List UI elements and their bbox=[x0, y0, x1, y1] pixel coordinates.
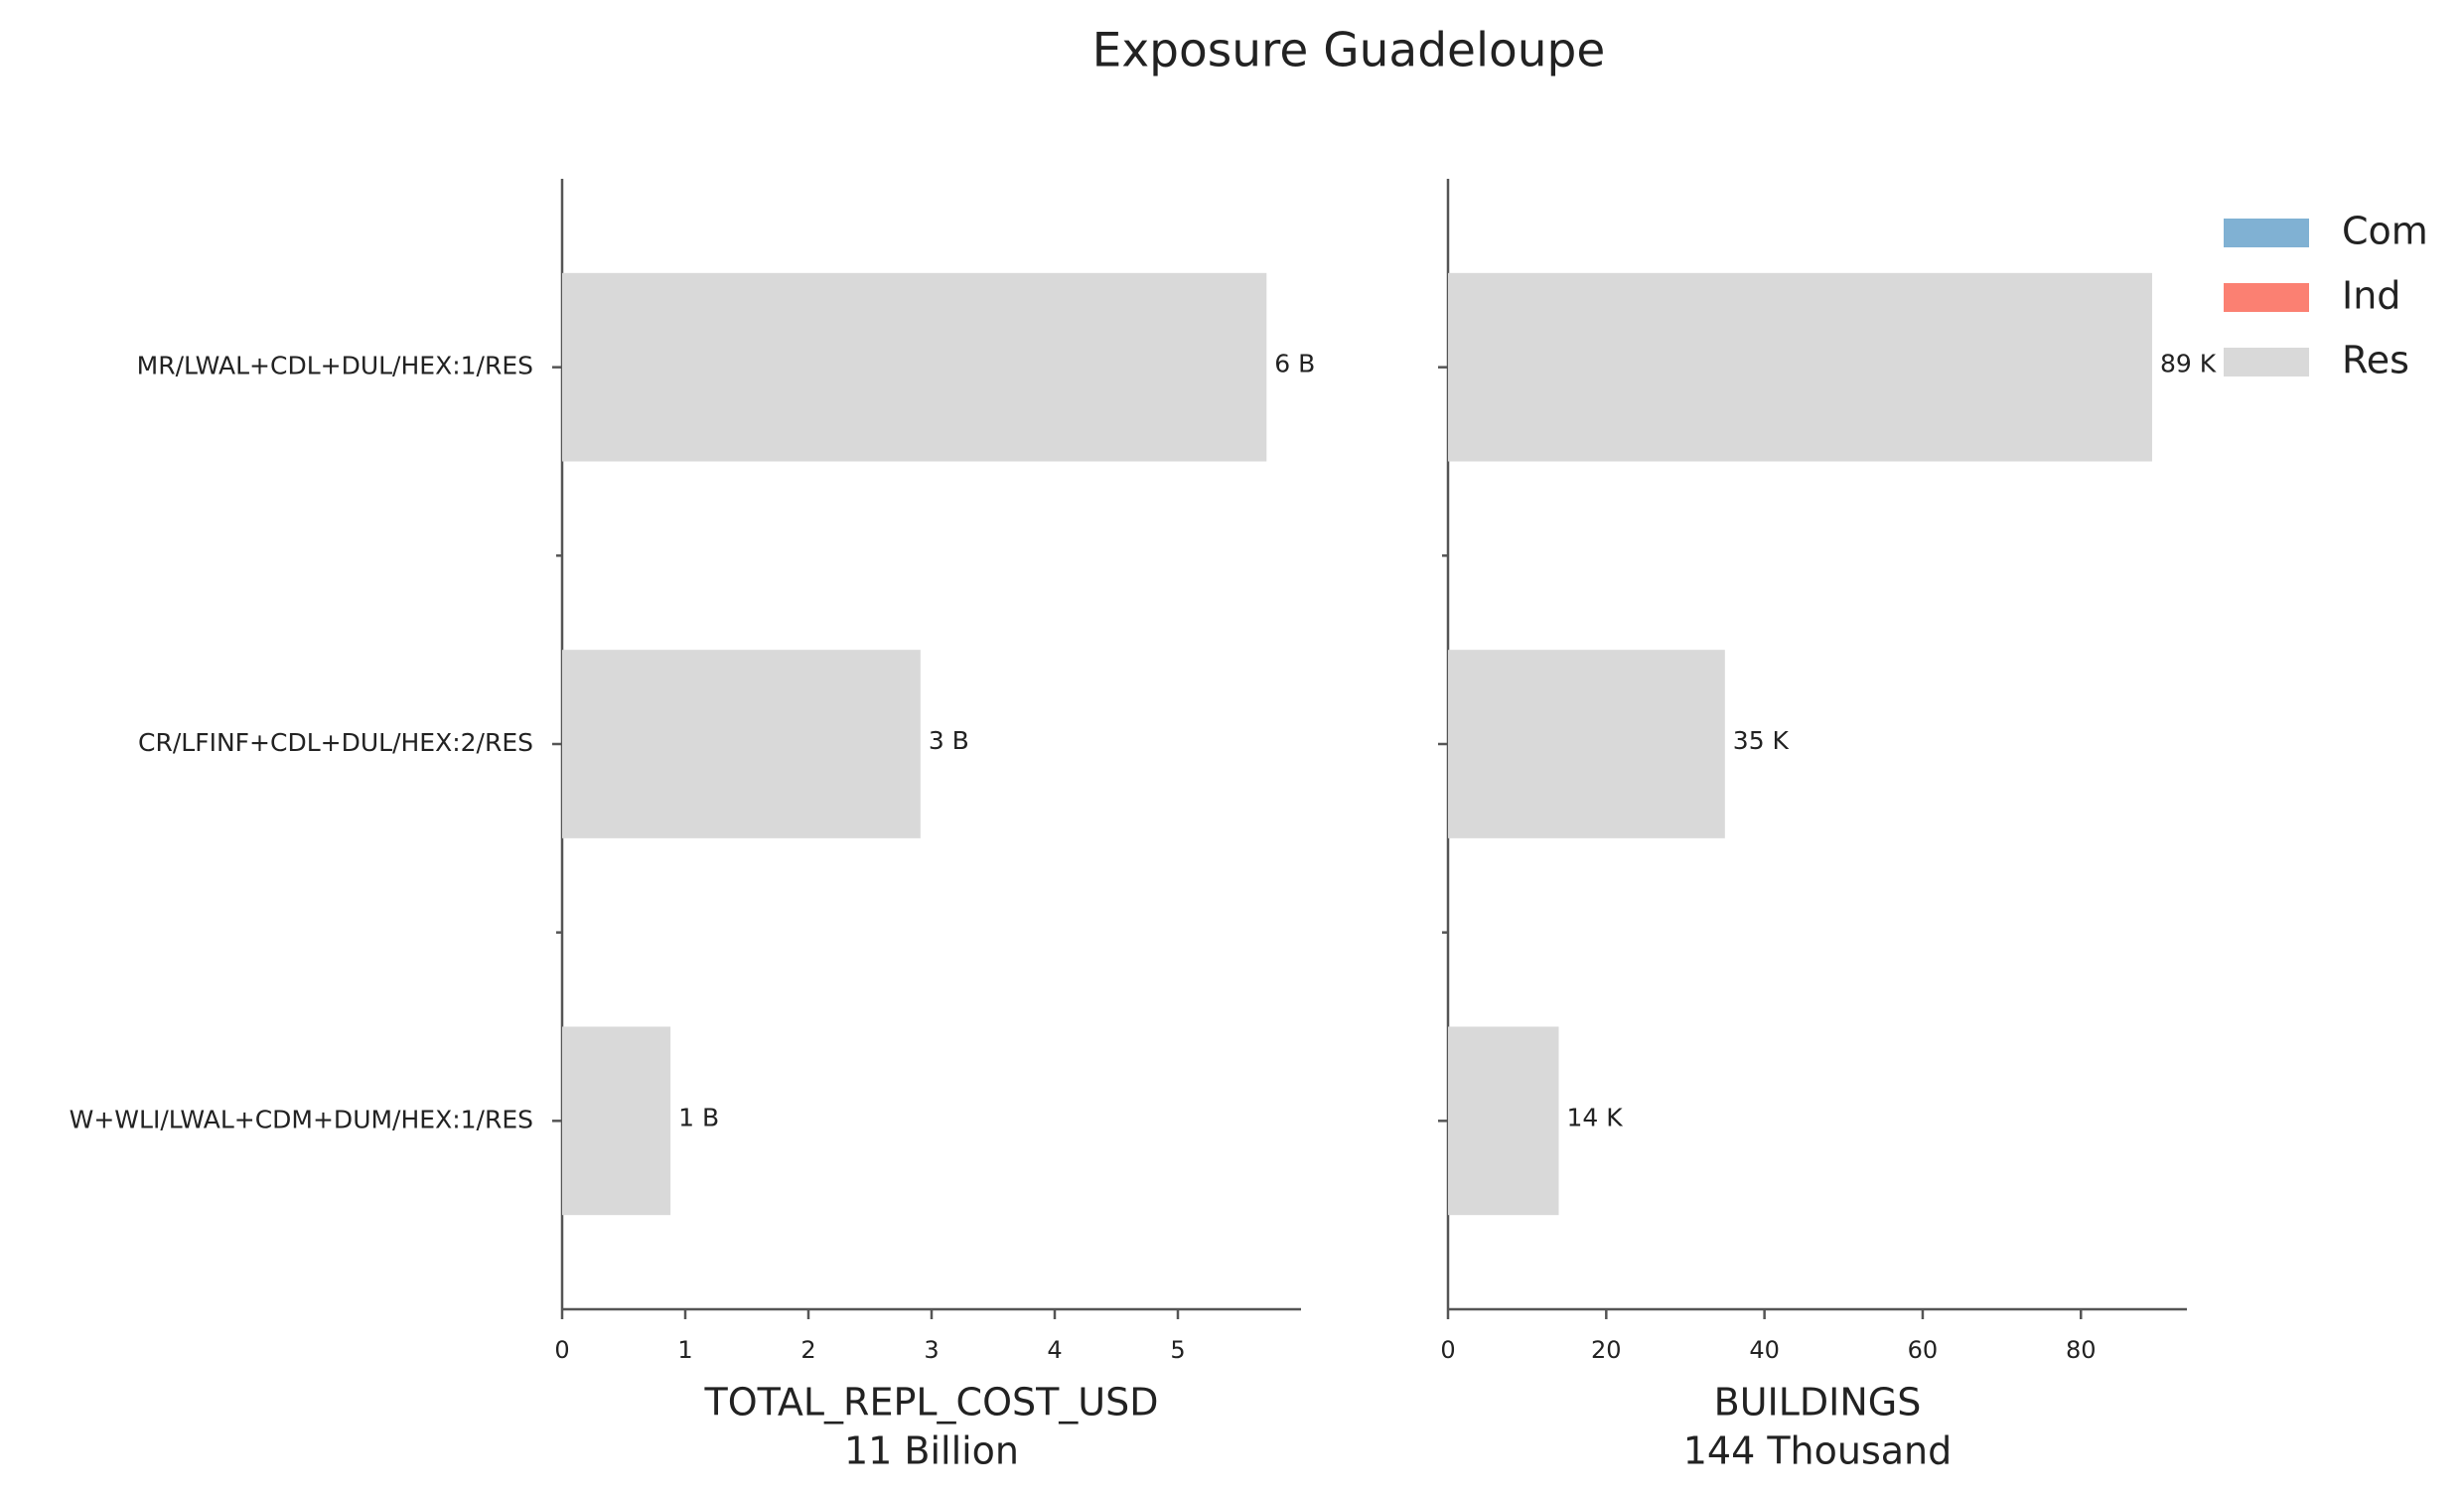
x-tick-label: 0 bbox=[554, 1336, 569, 1364]
x-tick-label: 1 bbox=[677, 1336, 692, 1364]
legend-swatch bbox=[2224, 219, 2309, 247]
legend-swatch bbox=[2224, 283, 2309, 312]
figure-title: Exposure Guadeloupe bbox=[1092, 24, 1606, 78]
y-tick-label: CR/LFINF+CDL+DUL/HEX:2/RES bbox=[138, 728, 533, 757]
bar bbox=[562, 1026, 671, 1216]
x-axis-note: 144 Thousand bbox=[1683, 1429, 1953, 1473]
x-tick-label: 80 bbox=[2066, 1336, 2097, 1364]
y-tick-label: MR/LWAL+CDL+DUL/HEX:1/RES bbox=[137, 352, 533, 380]
x-tick-label: 5 bbox=[1170, 1336, 1185, 1364]
x-tick-label: 20 bbox=[1591, 1336, 1622, 1364]
x-axis-title: BUILDINGS bbox=[1714, 1381, 1922, 1425]
value-label: 89 K bbox=[2160, 350, 2217, 378]
x-tick-label: 2 bbox=[800, 1336, 815, 1364]
legend-swatch bbox=[2224, 348, 2309, 376]
x-tick-label: 60 bbox=[1908, 1336, 1939, 1364]
x-axis-title: TOTAL_REPL_COST_USD bbox=[703, 1381, 1158, 1425]
value-label: 3 B bbox=[929, 726, 969, 755]
value-label: 14 K bbox=[1567, 1103, 1624, 1131]
bar bbox=[562, 272, 1267, 462]
bar bbox=[1448, 1026, 1559, 1216]
legend-label: Res bbox=[2342, 339, 2409, 382]
legend-label: Ind bbox=[2342, 274, 2400, 318]
x-tick-label: 40 bbox=[1749, 1336, 1780, 1364]
x-axis-note: 11 Billion bbox=[844, 1429, 1019, 1473]
x-tick-label: 0 bbox=[1440, 1336, 1455, 1364]
bar bbox=[1448, 272, 2152, 462]
x-tick-label: 3 bbox=[924, 1336, 939, 1364]
bar bbox=[562, 650, 921, 838]
value-label: 6 B bbox=[1274, 350, 1315, 378]
x-tick-label: 4 bbox=[1047, 1336, 1062, 1364]
value-label: 35 K bbox=[1733, 726, 1790, 755]
y-tick-label: W+WLI/LWAL+CDM+DUM/HEX:1/RES bbox=[70, 1105, 533, 1133]
value-label: 1 B bbox=[678, 1103, 719, 1131]
bar bbox=[1448, 650, 1725, 838]
legend-label: Com bbox=[2342, 210, 2428, 253]
